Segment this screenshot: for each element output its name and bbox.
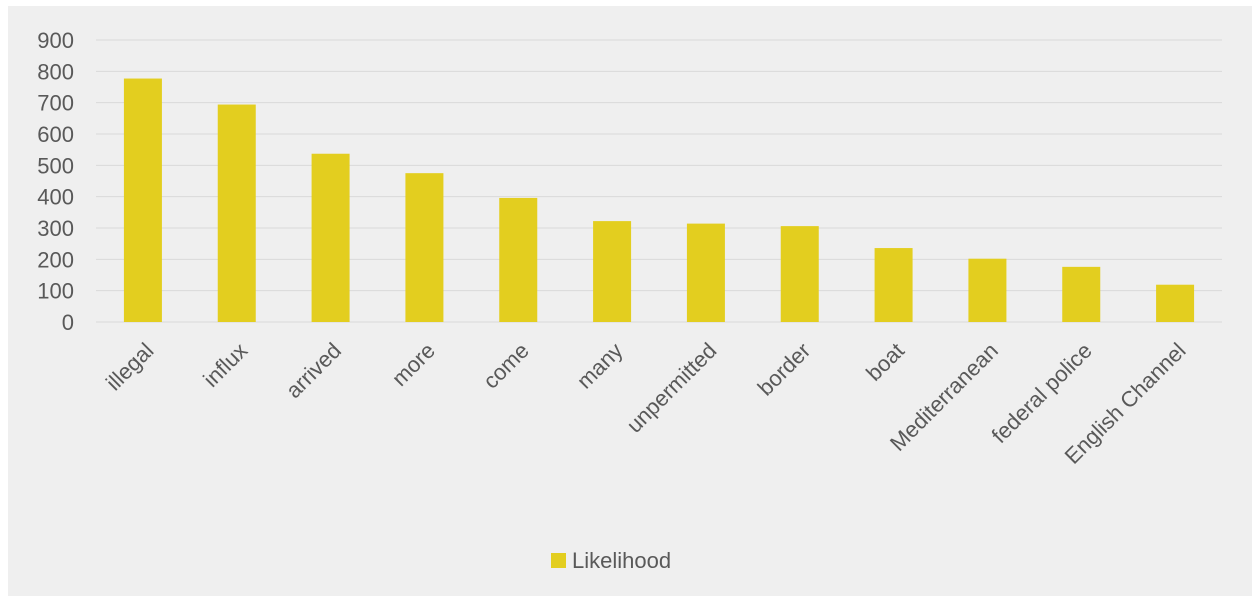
legend-label: Likelihood bbox=[572, 548, 671, 573]
bar-more bbox=[405, 173, 444, 322]
bar-illegal bbox=[123, 78, 162, 322]
bar-mediterranean bbox=[968, 258, 1007, 322]
y-tick-label: 800 bbox=[37, 59, 74, 84]
bar-federal-police bbox=[1062, 266, 1101, 322]
bar-influx bbox=[217, 104, 256, 323]
bar-unpermitted bbox=[686, 223, 725, 322]
legend-swatch bbox=[551, 553, 566, 568]
y-tick-label: 100 bbox=[37, 279, 74, 304]
y-tick-label: 400 bbox=[37, 185, 74, 210]
bar-arrived bbox=[311, 153, 350, 322]
y-tick-label: 700 bbox=[37, 91, 74, 116]
legend: Likelihood bbox=[551, 548, 671, 573]
bar-border bbox=[780, 226, 819, 322]
gridlines bbox=[96, 39, 1222, 323]
bar-many bbox=[593, 221, 632, 322]
y-tick-label: 500 bbox=[37, 153, 74, 178]
chart-area: 0 100 200 300 400 500 600 700 800 900 illegal infl… bbox=[8, 6, 1252, 596]
y-tick-label: 300 bbox=[37, 216, 74, 241]
bar-come bbox=[499, 197, 538, 322]
y-tick-label: 600 bbox=[37, 122, 74, 147]
y-tick-label: 0 bbox=[62, 310, 74, 335]
y-tick-label: 900 bbox=[37, 28, 74, 53]
bars bbox=[123, 78, 1195, 323]
bar-boat bbox=[874, 248, 913, 322]
bar-english-channel bbox=[1156, 284, 1195, 322]
y-tick-label: 200 bbox=[37, 247, 74, 272]
y-axis-tick-labels: 0 100 200 300 400 500 600 700 800 900 bbox=[37, 28, 74, 335]
